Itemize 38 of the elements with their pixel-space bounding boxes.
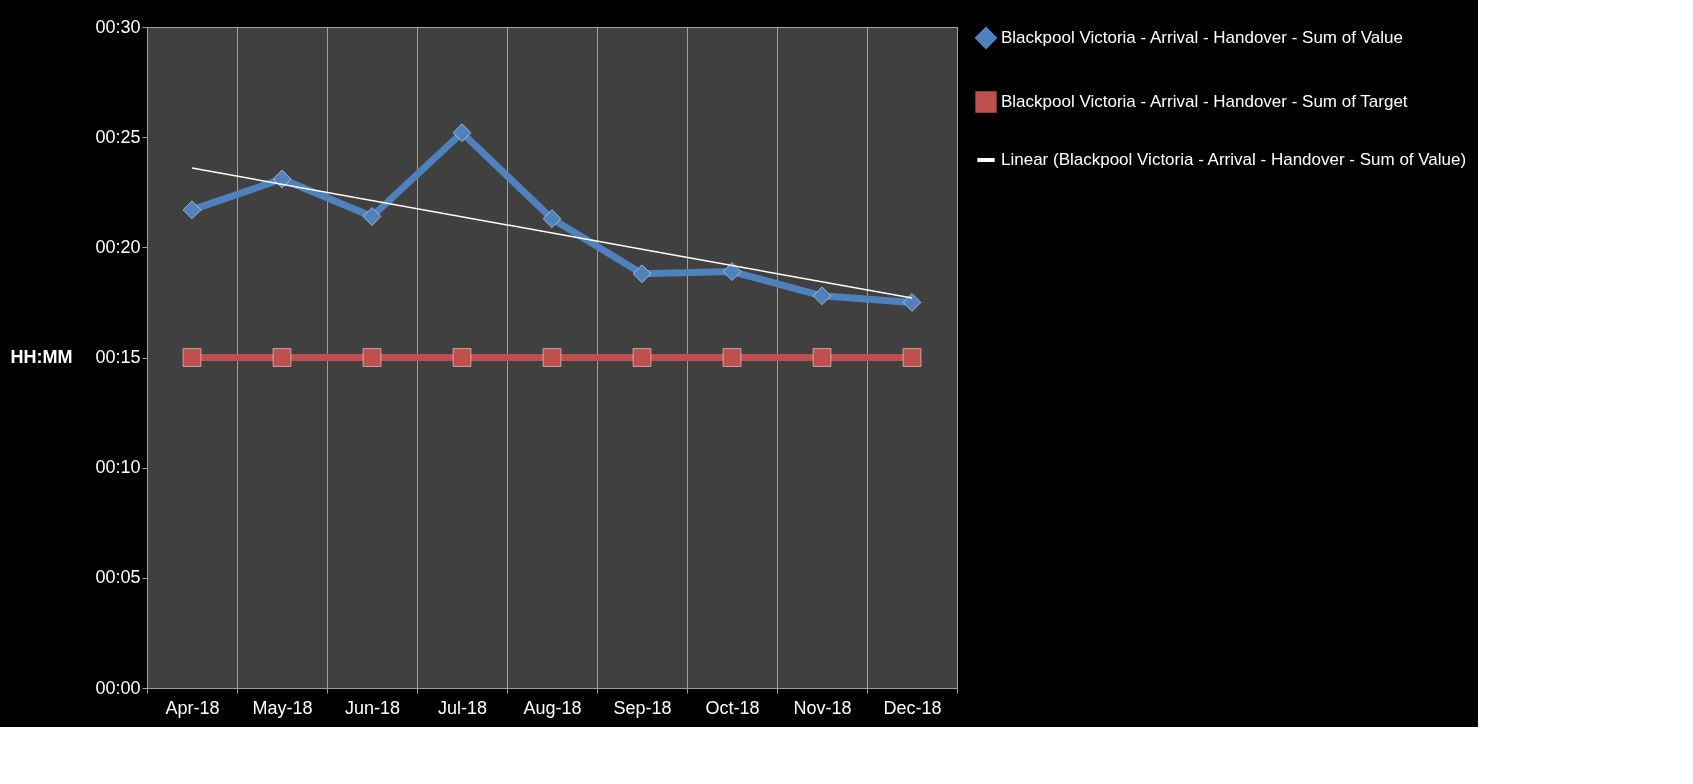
x-tick-label: Nov-18 bbox=[793, 697, 852, 718]
point bbox=[542, 209, 562, 228]
y-axis-title: HH:MM bbox=[10, 346, 73, 367]
x-tick-label: Dec-18 bbox=[883, 697, 942, 718]
y-tick-label: 00:05 bbox=[95, 567, 141, 588]
point bbox=[812, 348, 832, 367]
point bbox=[722, 262, 742, 281]
x-tick-label: Sep-18 bbox=[613, 697, 672, 718]
point bbox=[902, 348, 922, 367]
legend-label: Linear (Blackpool Victoria - Arrival - Handover - Sum of Value) bbox=[1001, 150, 1467, 169]
x-tick-label: Jun-18 bbox=[344, 697, 401, 718]
point bbox=[452, 123, 472, 142]
x-tick-label: Aug-18 bbox=[523, 697, 582, 718]
x-tick-label: Apr-18 bbox=[165, 697, 220, 718]
point bbox=[362, 348, 382, 367]
point bbox=[542, 348, 562, 367]
y-tick-label: 00:30 bbox=[95, 16, 141, 37]
x-tick-label: Oct-18 bbox=[705, 697, 760, 718]
point bbox=[722, 348, 742, 367]
legend-label: Blackpool Victoria - Arrival - Handover - Sum of Target bbox=[1001, 92, 1408, 111]
point bbox=[632, 348, 652, 367]
point bbox=[632, 264, 652, 283]
point bbox=[812, 286, 832, 305]
y-tick-label: 00:15 bbox=[95, 347, 141, 367]
y-tick-label: 00:25 bbox=[95, 126, 141, 147]
x-tick-label: Jul-18 bbox=[437, 697, 488, 718]
x-tick-label: May-18 bbox=[252, 697, 313, 718]
point bbox=[182, 200, 202, 220]
y-tick-label: 00:00 bbox=[95, 677, 141, 698]
point bbox=[272, 169, 292, 189]
y-tick-label: 00:20 bbox=[95, 236, 141, 257]
point bbox=[362, 207, 382, 226]
point bbox=[902, 293, 922, 312]
point bbox=[272, 348, 292, 367]
point bbox=[452, 348, 472, 367]
y-tick-label: 00:10 bbox=[95, 457, 141, 478]
legend-label: Blackpool Victoria - Arrival - Handover - Sum of Value bbox=[1001, 28, 1403, 47]
point bbox=[182, 348, 202, 367]
